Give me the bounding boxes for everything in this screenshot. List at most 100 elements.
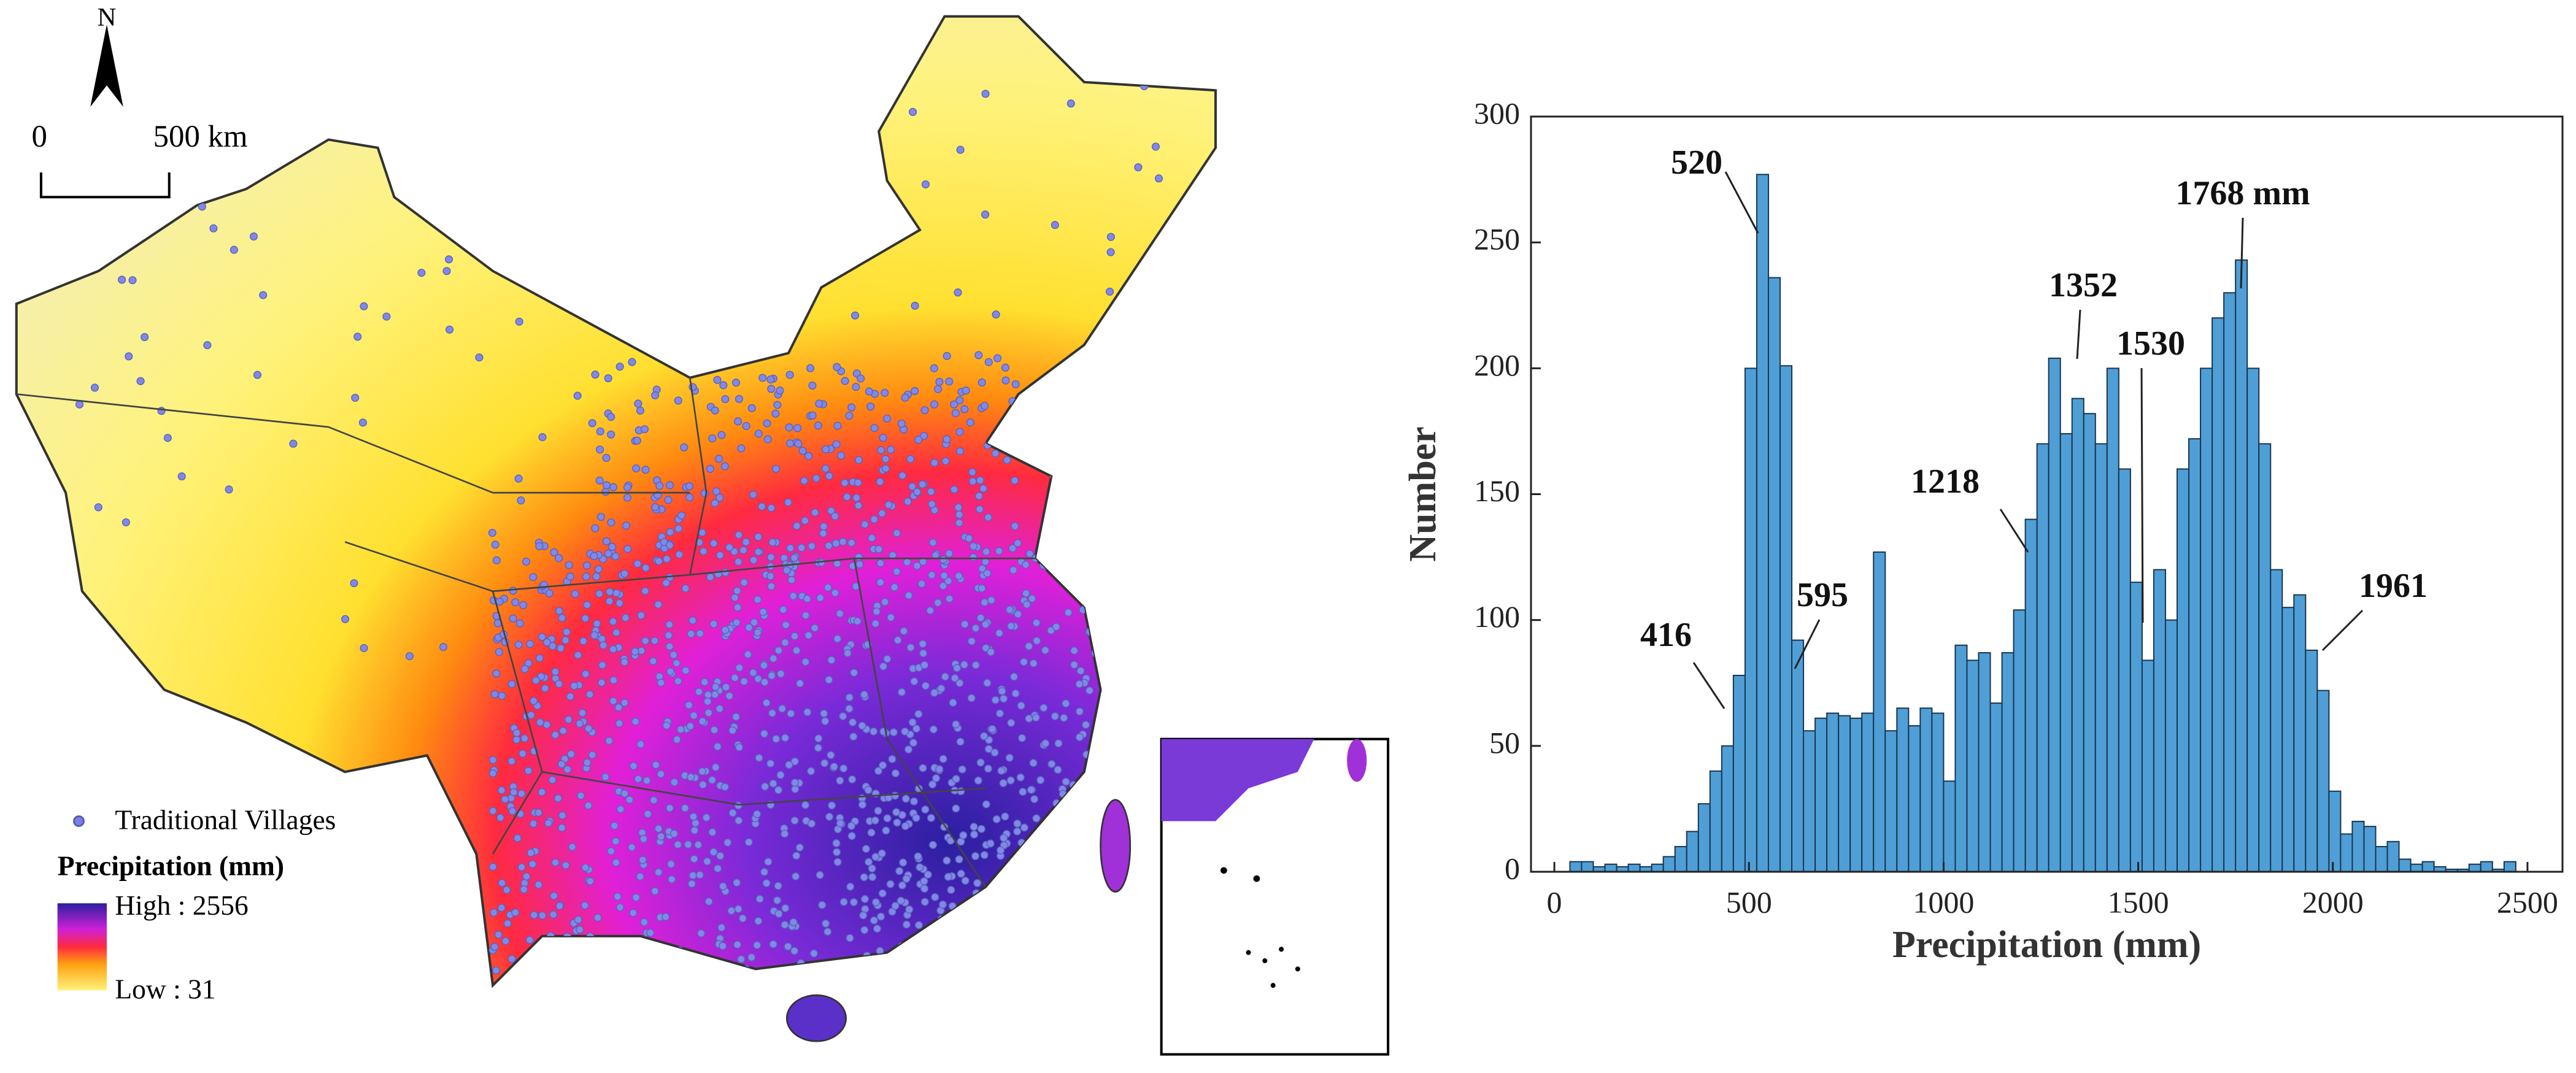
village-dot [1014,898,1023,907]
village-dot [998,434,1006,443]
village-dot [904,591,913,600]
village-dot [488,769,497,778]
village-dot [517,863,526,872]
village-dot [952,664,962,672]
village-dot [591,524,600,533]
village-dot [566,750,576,758]
village-dot [1003,456,1011,464]
village-dot [663,99,671,107]
village-dot [849,733,858,741]
annotation-leader [2140,367,2144,623]
village-dot [882,826,890,835]
annotation: 1768 mm [2175,174,2310,212]
village-dot [715,551,724,560]
bar [2164,619,2178,873]
village-dot [623,545,632,553]
village-dot [999,882,1008,890]
village-dot [1011,476,1019,485]
village-dot [916,863,924,872]
village-dot [876,975,885,985]
village-dot [871,619,880,628]
bar [1744,367,1757,872]
village-dot [897,688,906,696]
village-dot [854,479,862,487]
village-dot [497,786,506,794]
village-dot [596,512,605,521]
village-dot [755,753,763,763]
village-dot [695,688,703,696]
bar [2129,582,2143,872]
village-dot [930,458,939,467]
village-dot [1071,549,1080,558]
village-dot [1060,923,1069,932]
village-dot [654,825,663,833]
village-dot [767,671,776,680]
village-dot [559,726,568,735]
village-dot [492,669,501,678]
bar [1989,702,2003,872]
village-dot [901,727,909,736]
x-tick-label: 500 [1726,885,1772,919]
village-dot [632,464,641,473]
scale-bar [39,172,171,199]
village-dot [698,717,707,726]
village-dot [992,815,1001,823]
village-dot [891,791,900,800]
village-dot [711,683,720,691]
village-dot [666,541,674,550]
village-dot [919,649,928,658]
village-dot [951,409,960,417]
village-dot [662,579,671,587]
village-dot [615,599,624,607]
village-dot [734,558,742,566]
village-dot [203,341,212,350]
village-dot [1032,618,1041,627]
village-dot [534,808,543,817]
village-dot [687,773,695,782]
village-dot [719,381,728,390]
annotation: 1352 [2049,266,2118,304]
village-dot [612,858,620,867]
village-dot [790,947,799,955]
village-dot [1081,931,1089,940]
village-dot [871,853,880,861]
village-dot [106,203,114,212]
village-dot [836,609,844,618]
bar [2118,468,2131,872]
village-dot [877,849,886,858]
legend-points: Traditional Villages [115,804,336,836]
village-dot [1051,712,1059,720]
village-dot [655,482,664,490]
village-dot [975,505,984,513]
bar [1686,831,1699,873]
village-dot [574,915,583,924]
village-dot [577,791,585,800]
village-dot [776,771,785,779]
village-dot [1022,589,1030,598]
village-dot [833,421,842,430]
village-dot [163,434,172,442]
village-dot [442,267,451,275]
bar [2410,863,2423,872]
village-dot [649,657,657,666]
legend-low: Low : 31 [115,973,215,1004]
bar [2106,367,2119,872]
bar [1943,780,1956,873]
village-dot [774,882,782,890]
village-dot [876,578,885,586]
bar [1861,712,1875,872]
village-dot [792,646,801,655]
village-dot [498,142,506,151]
bar [2036,443,2050,872]
village-dot [998,439,1007,448]
village-dot [590,552,598,561]
village-dot [640,425,649,434]
village-dot [1093,554,1102,563]
village-dot [822,919,830,928]
village-dot [562,628,571,636]
annotation: 595 [1797,576,1848,614]
village-dot [495,648,504,656]
village-dot [914,921,924,929]
village-dot [809,949,818,958]
histogram: 0 500 1000 1500 2000 2500 0 50 100 150 200 250 300 Pr… [1402,96,2564,966]
